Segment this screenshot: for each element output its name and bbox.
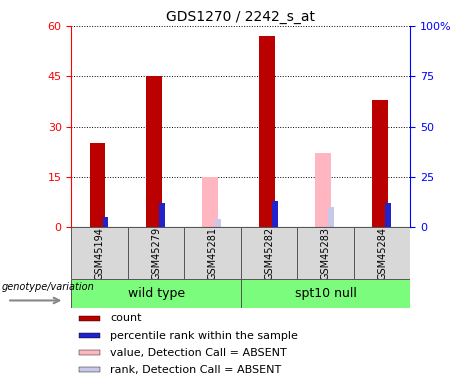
FancyBboxPatch shape (354, 227, 410, 279)
Text: value, Detection Call = ABSENT: value, Detection Call = ABSENT (110, 348, 287, 358)
Text: percentile rank within the sample: percentile rank within the sample (110, 330, 298, 340)
FancyBboxPatch shape (297, 227, 354, 279)
FancyBboxPatch shape (71, 227, 128, 279)
Bar (328, 207, 334, 227)
Bar (272, 201, 278, 227)
Text: GSM45284: GSM45284 (377, 226, 387, 280)
Bar (89, 143, 105, 227)
Bar (102, 217, 108, 227)
Text: count: count (110, 314, 142, 324)
Bar (79, 333, 100, 338)
Bar (159, 203, 165, 227)
Text: spt10 null: spt10 null (295, 287, 356, 300)
Text: GSM45279: GSM45279 (151, 226, 161, 280)
Text: GSM45283: GSM45283 (320, 226, 331, 280)
Bar (215, 219, 221, 227)
Bar (79, 350, 100, 355)
Bar (79, 316, 100, 321)
Bar (259, 36, 275, 227)
Bar (385, 203, 390, 227)
Bar (79, 367, 100, 372)
Bar (372, 100, 388, 227)
FancyBboxPatch shape (71, 279, 241, 308)
FancyBboxPatch shape (184, 227, 241, 279)
Bar (202, 177, 219, 227)
Text: genotype/variation: genotype/variation (1, 282, 94, 292)
FancyBboxPatch shape (241, 227, 297, 279)
Text: wild type: wild type (128, 287, 185, 300)
Text: GSM45194: GSM45194 (95, 226, 105, 280)
Text: rank, Detection Call = ABSENT: rank, Detection Call = ABSENT (110, 364, 281, 375)
Bar (315, 153, 331, 227)
FancyBboxPatch shape (128, 227, 184, 279)
Bar (146, 76, 162, 227)
FancyBboxPatch shape (241, 279, 410, 308)
Text: GSM45281: GSM45281 (207, 226, 218, 280)
Text: GSM45282: GSM45282 (264, 226, 274, 280)
Title: GDS1270 / 2242_s_at: GDS1270 / 2242_s_at (166, 10, 315, 24)
